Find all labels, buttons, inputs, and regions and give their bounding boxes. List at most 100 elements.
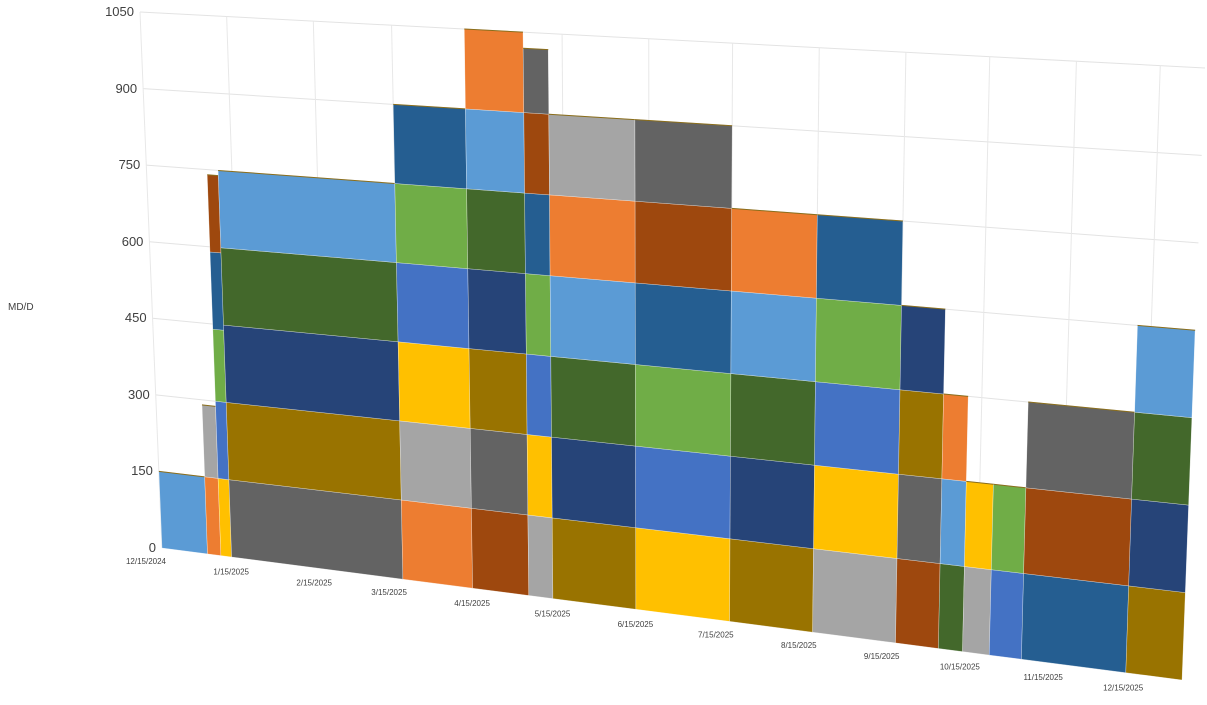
- area-band: [989, 569, 1024, 660]
- area-band: [470, 428, 529, 516]
- area-band: [526, 353, 552, 438]
- area-band: [522, 48, 549, 115]
- x-tick-label: 2/15/2025: [296, 579, 332, 588]
- x-tick-label: 6/15/2025: [618, 620, 654, 629]
- x-tick-label: 8/15/2025: [781, 641, 817, 650]
- area-top-edge: [207, 174, 219, 177]
- area-band: [466, 188, 526, 274]
- area-top-edge: [966, 480, 994, 485]
- area-band: [201, 404, 219, 479]
- area-band: [730, 290, 817, 382]
- area-band: [939, 478, 967, 567]
- gridline-v: [139, 11, 163, 549]
- area-band: [548, 114, 636, 202]
- area-band: [895, 558, 941, 649]
- x-axis-ticks: 12/15/2024 1/15/2025 2/15/2025 3/15/2025 4/1…: [126, 557, 1144, 693]
- area-top-edge: [943, 393, 969, 397]
- area-band: [399, 420, 472, 509]
- area-band: [550, 356, 636, 447]
- area-band: [401, 499, 473, 589]
- area-band: [551, 436, 636, 528]
- y-tick-label: 750: [118, 157, 141, 173]
- area-band: [731, 208, 818, 299]
- area-band: [635, 282, 732, 374]
- area-band: [552, 517, 637, 610]
- area-top-edge: [1137, 324, 1196, 331]
- x-tick-label: 12/15/2025: [1103, 684, 1144, 693]
- area-top-edge: [393, 103, 466, 110]
- area-band: [938, 563, 965, 652]
- area-band: [523, 112, 550, 196]
- area-band: [991, 484, 1027, 574]
- area-band: [524, 192, 551, 276]
- x-tick-label: 12/15/2024: [126, 557, 167, 566]
- area-top-edge: [901, 304, 946, 310]
- area-band: [1025, 401, 1135, 500]
- y-tick-label: 300: [128, 386, 150, 402]
- area-band: [549, 275, 636, 365]
- y-tick-label: 900: [115, 80, 138, 96]
- x-tick-label: 5/15/2025: [535, 609, 571, 618]
- y-tick-label: 150: [131, 463, 153, 479]
- area-band: [899, 305, 946, 395]
- y-axis-title: MD/D: [8, 302, 34, 313]
- area-band: [217, 170, 397, 263]
- area-band: [816, 214, 904, 306]
- x-tick-label: 10/15/2025: [940, 662, 981, 671]
- y-tick-label: 600: [121, 233, 144, 249]
- y-tick-label: 450: [124, 310, 147, 326]
- x-tick-label: 7/15/2025: [698, 630, 734, 639]
- area-band: [941, 393, 969, 482]
- area-band: [814, 381, 901, 475]
- area-band: [1134, 325, 1196, 418]
- area-band: [526, 434, 553, 519]
- area-band: [525, 273, 551, 357]
- area-band: [813, 465, 899, 559]
- area-band: [635, 527, 731, 622]
- gridline-h: [139, 11, 1206, 69]
- x-tick-label: 4/15/2025: [454, 599, 490, 608]
- area-band: [1023, 487, 1132, 587]
- area-band: [896, 474, 943, 564]
- area-top-edge: [201, 404, 216, 407]
- area-band: [729, 538, 814, 633]
- area-band: [729, 456, 815, 549]
- area-top-edge: [464, 28, 523, 33]
- area-band: [549, 194, 636, 284]
- area-band: [634, 201, 732, 292]
- area-band: [1131, 412, 1193, 506]
- area-band: [396, 262, 470, 349]
- area-band: [962, 566, 992, 656]
- area-band: [812, 548, 898, 644]
- x-tick-label: 3/15/2025: [371, 588, 407, 597]
- area-top-edge: [523, 47, 549, 51]
- area-band: [464, 28, 524, 113]
- area-band: [635, 445, 731, 539]
- y-tick-label: 0: [148, 540, 156, 555]
- area-band: [397, 341, 471, 429]
- area-top-edge: [993, 483, 1026, 489]
- area-band: [465, 108, 525, 194]
- area-band: [467, 268, 527, 355]
- area-band: [471, 508, 529, 596]
- area-band: [634, 119, 733, 209]
- area-band: [964, 481, 994, 570]
- area-top-edge: [817, 214, 903, 222]
- area-top-edge: [158, 470, 205, 478]
- area-band: [635, 364, 732, 457]
- x-tick-label: 9/15/2025: [864, 652, 900, 661]
- area-top-edge: [548, 113, 635, 121]
- x-tick-label: 1/15/2025: [213, 568, 249, 577]
- area-band: [468, 348, 528, 435]
- area-band: [158, 471, 208, 555]
- stacked-bands: [158, 28, 1196, 681]
- area-band: [394, 183, 468, 269]
- area-band: [815, 298, 902, 390]
- area-top-edge: [1028, 401, 1135, 413]
- area-top-edge: [218, 169, 395, 184]
- area-top-edge: [731, 207, 818, 216]
- x-tick-label: 11/15/2025: [1023, 673, 1063, 682]
- y-tick-label: 1050: [105, 4, 134, 19]
